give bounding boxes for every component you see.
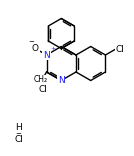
Text: N: N <box>58 76 65 85</box>
Text: N: N <box>43 51 50 59</box>
Text: Cl: Cl <box>39 85 47 95</box>
Text: H: H <box>15 124 21 132</box>
Text: CH₂: CH₂ <box>34 76 48 85</box>
Text: +: + <box>51 46 56 51</box>
Text: O: O <box>32 44 39 53</box>
Text: Cl: Cl <box>15 136 23 144</box>
Text: Cl: Cl <box>115 44 124 54</box>
Text: −: − <box>15 131 21 137</box>
Text: −: − <box>28 39 34 44</box>
